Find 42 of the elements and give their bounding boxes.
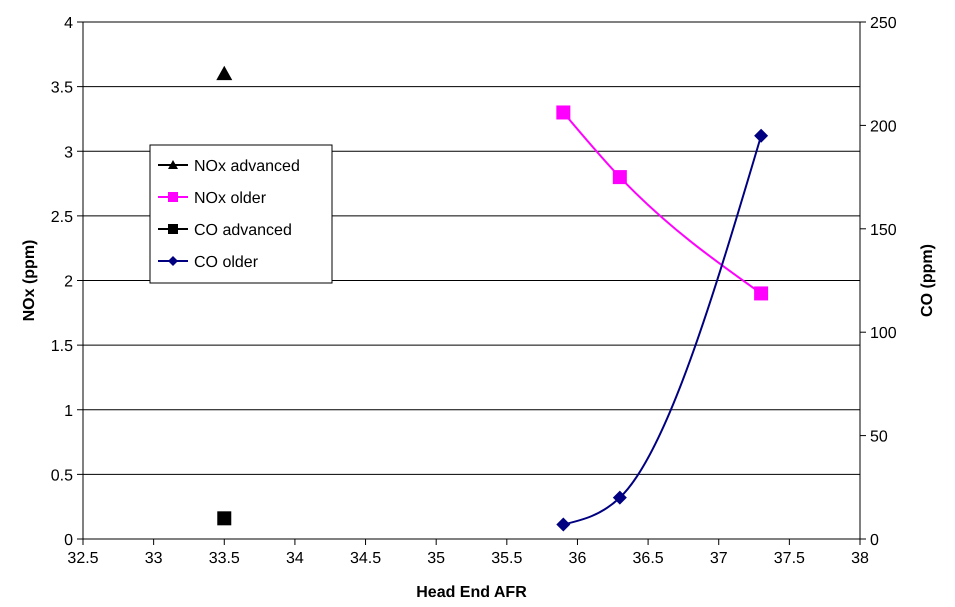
y-tick-label: 0 xyxy=(64,532,74,549)
point xyxy=(612,490,627,505)
point xyxy=(556,518,570,532)
x-tick-label: 33 xyxy=(144,550,163,567)
x-tick-label: 36.5 xyxy=(632,550,664,567)
x-tick-label: 33.5 xyxy=(208,550,240,567)
y-tick-label: 0.5 xyxy=(50,467,74,484)
y-tick-label: 3 xyxy=(64,144,74,162)
y2-tick-label: 0 xyxy=(870,532,879,549)
point xyxy=(754,286,768,300)
x-tick-label: 37.5 xyxy=(774,550,806,567)
point xyxy=(556,105,570,120)
x-tick-label: 34.5 xyxy=(350,550,382,567)
x-tick-label: 32.5 xyxy=(67,550,99,567)
y-tick-label: 2.5 xyxy=(50,208,74,226)
y2-axis-title: CO (ppm) xyxy=(919,244,936,317)
y2-tick-label: 100 xyxy=(870,325,897,342)
y-tick-label: 1.5 xyxy=(50,338,74,356)
y-tick-label: 4 xyxy=(64,15,74,32)
x-tick-label: 35 xyxy=(427,550,446,567)
y-tick-label: 1 xyxy=(64,402,74,420)
y2-tick-label: 250 xyxy=(870,15,897,32)
y2-tick-label: 50 xyxy=(870,428,888,446)
point xyxy=(217,511,232,526)
point xyxy=(754,128,768,143)
y2-tick-label: 150 xyxy=(870,222,897,239)
legend-label: NOx advanced xyxy=(194,158,300,175)
point xyxy=(216,66,232,80)
x-tick-label: 36 xyxy=(568,550,586,567)
y-tick-label: 3.5 xyxy=(50,80,74,97)
legend-label: NOx older xyxy=(194,190,267,207)
y-tick-label: 2 xyxy=(64,274,74,290)
legend-label: CO older xyxy=(194,254,259,271)
y2-tick-label: 200 xyxy=(870,118,897,136)
x-tick-label: 34 xyxy=(286,550,304,567)
y-axis-title: NOx (ppm) xyxy=(21,240,38,322)
x-tick-label: 37 xyxy=(710,550,728,567)
x-tick-label: 38 xyxy=(851,550,869,567)
x-tick-label: 35.5 xyxy=(491,550,522,567)
legend-label: CO advanced xyxy=(194,222,292,239)
x-axis-title: Head End AFR xyxy=(416,584,528,601)
point xyxy=(612,170,627,184)
